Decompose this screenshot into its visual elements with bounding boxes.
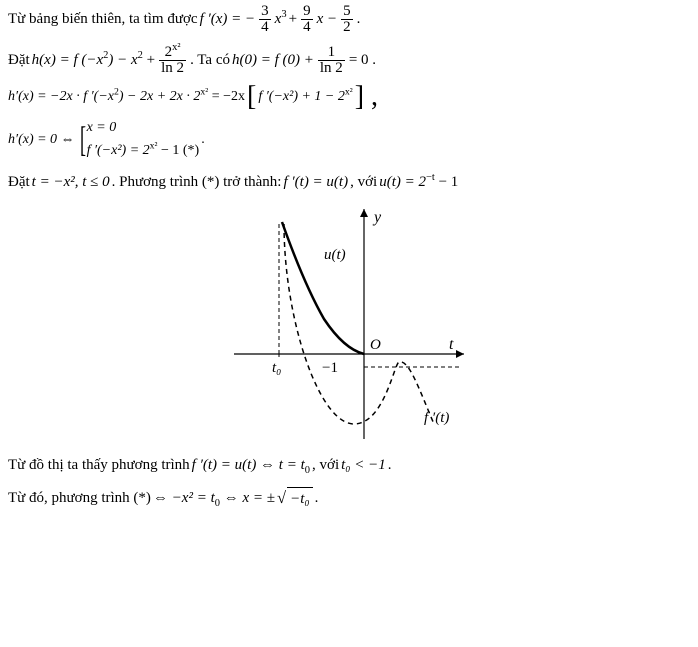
dot: . (315, 487, 319, 510)
frac-1-ln2: 1ln 2 (318, 45, 345, 76)
eq: ⇔ −x² = t0 ⇔ x = ± (153, 487, 275, 510)
text2: . Ta có (190, 49, 230, 72)
plus: + (289, 8, 297, 31)
text: Từ đó, phương trình (*) (8, 487, 151, 510)
origin-label: O (370, 337, 381, 353)
line-5: Đặt t = −x², t ≤ 0 . Phương trình (*) tr… (8, 171, 690, 194)
text2: . Phương trình (*) trở thành: (112, 171, 282, 194)
line-7: Từ đó, phương trình (*) ⇔ −x² = t0 ⇔ x =… (8, 486, 690, 511)
case-bot: f ′(−x²) = 2x² − 1 (*) (87, 140, 200, 161)
text: Đặt (8, 171, 30, 194)
line-3: h′(x) = −2x · f ′(−x2) − 2x + 2x · 2x² =… (8, 86, 690, 107)
text: Đặt (8, 49, 30, 72)
big-bracket-close: ] , (355, 87, 378, 107)
inner: f ′(−x²) + 1 − 2x² (258, 86, 352, 107)
ut: u(t) = 2−t − 1 (379, 171, 458, 194)
eq: f ′(t) = u(t) (283, 171, 348, 194)
big-bracket-open: [ (247, 87, 256, 107)
fprime-curve (284, 224, 434, 424)
math: h′(x) = −2x · f ′(−x2) − 2x + 2x · 2x² =… (8, 86, 245, 107)
radical-sign: √ (277, 486, 286, 511)
y-label: y (372, 209, 382, 226)
line-4: h′(x) = 0 ⇔ [ x = 0 f ′(−x²) = 2x² − 1 (… (8, 117, 690, 161)
text3: , với (350, 171, 377, 194)
frac-2x2-ln2: 2x² ln 2 (159, 45, 186, 76)
piecewise-bracket: [ (80, 121, 86, 157)
text: Từ bảng biến thiên, ta tìm được (8, 8, 198, 31)
dot: . (357, 8, 361, 31)
text: Từ đồ thị ta thấy phương trình (8, 454, 190, 477)
piecewise: x = 0 f ′(−x²) = 2x² − 1 (*) (87, 117, 200, 161)
math2: h(0) = f (0) + (232, 49, 314, 72)
t-label: t (449, 336, 454, 353)
minus1-label: −1 (322, 360, 338, 376)
line-6: Từ đồ thị ta thấy phương trình f ′(t) = … (8, 454, 690, 477)
math: t = −x², t ≤ 0 (32, 171, 110, 194)
lhs: h′(x) = 0 ⇔ (8, 129, 75, 150)
math: h(x) = f (−x2) − x2 + (32, 49, 155, 72)
math: f ′(x) = − (200, 8, 256, 31)
x3: x3 (275, 8, 287, 31)
eq0: = 0 . (349, 49, 376, 72)
graph-container: y t O t₀ −1 u(t) f ′(t) (8, 204, 690, 444)
x1: x − (317, 8, 338, 31)
frac-9-4: 94 (301, 4, 313, 35)
t0lt: t₀ < −1 (341, 454, 386, 477)
dot: . (388, 454, 392, 477)
u-curve (282, 222, 364, 354)
dot: . (201, 129, 205, 150)
frac-5-2: 52 (341, 4, 353, 35)
radicand: −t₀ (287, 487, 313, 511)
line-1: Từ bảng biến thiên, ta tìm được f ′(x) =… (8, 4, 690, 35)
t0-label: t₀ (272, 360, 281, 376)
y-axis-arrow (360, 209, 368, 217)
eq: f ′(t) = u(t) ⇔ t = t0 (192, 454, 310, 477)
graph-svg: y t O t₀ −1 u(t) f ′(t) (224, 204, 474, 444)
u-label: u(t) (324, 247, 346, 263)
t-axis-arrow (456, 350, 464, 358)
frac-3-4: 34 (259, 4, 271, 35)
case-top: x = 0 (87, 117, 200, 138)
line-2: Đặt h(x) = f (−x2) − x2 + 2x² ln 2 . Ta … (8, 45, 690, 76)
fprime-label: f ′(t) (424, 410, 449, 426)
text2: , với (312, 454, 339, 477)
